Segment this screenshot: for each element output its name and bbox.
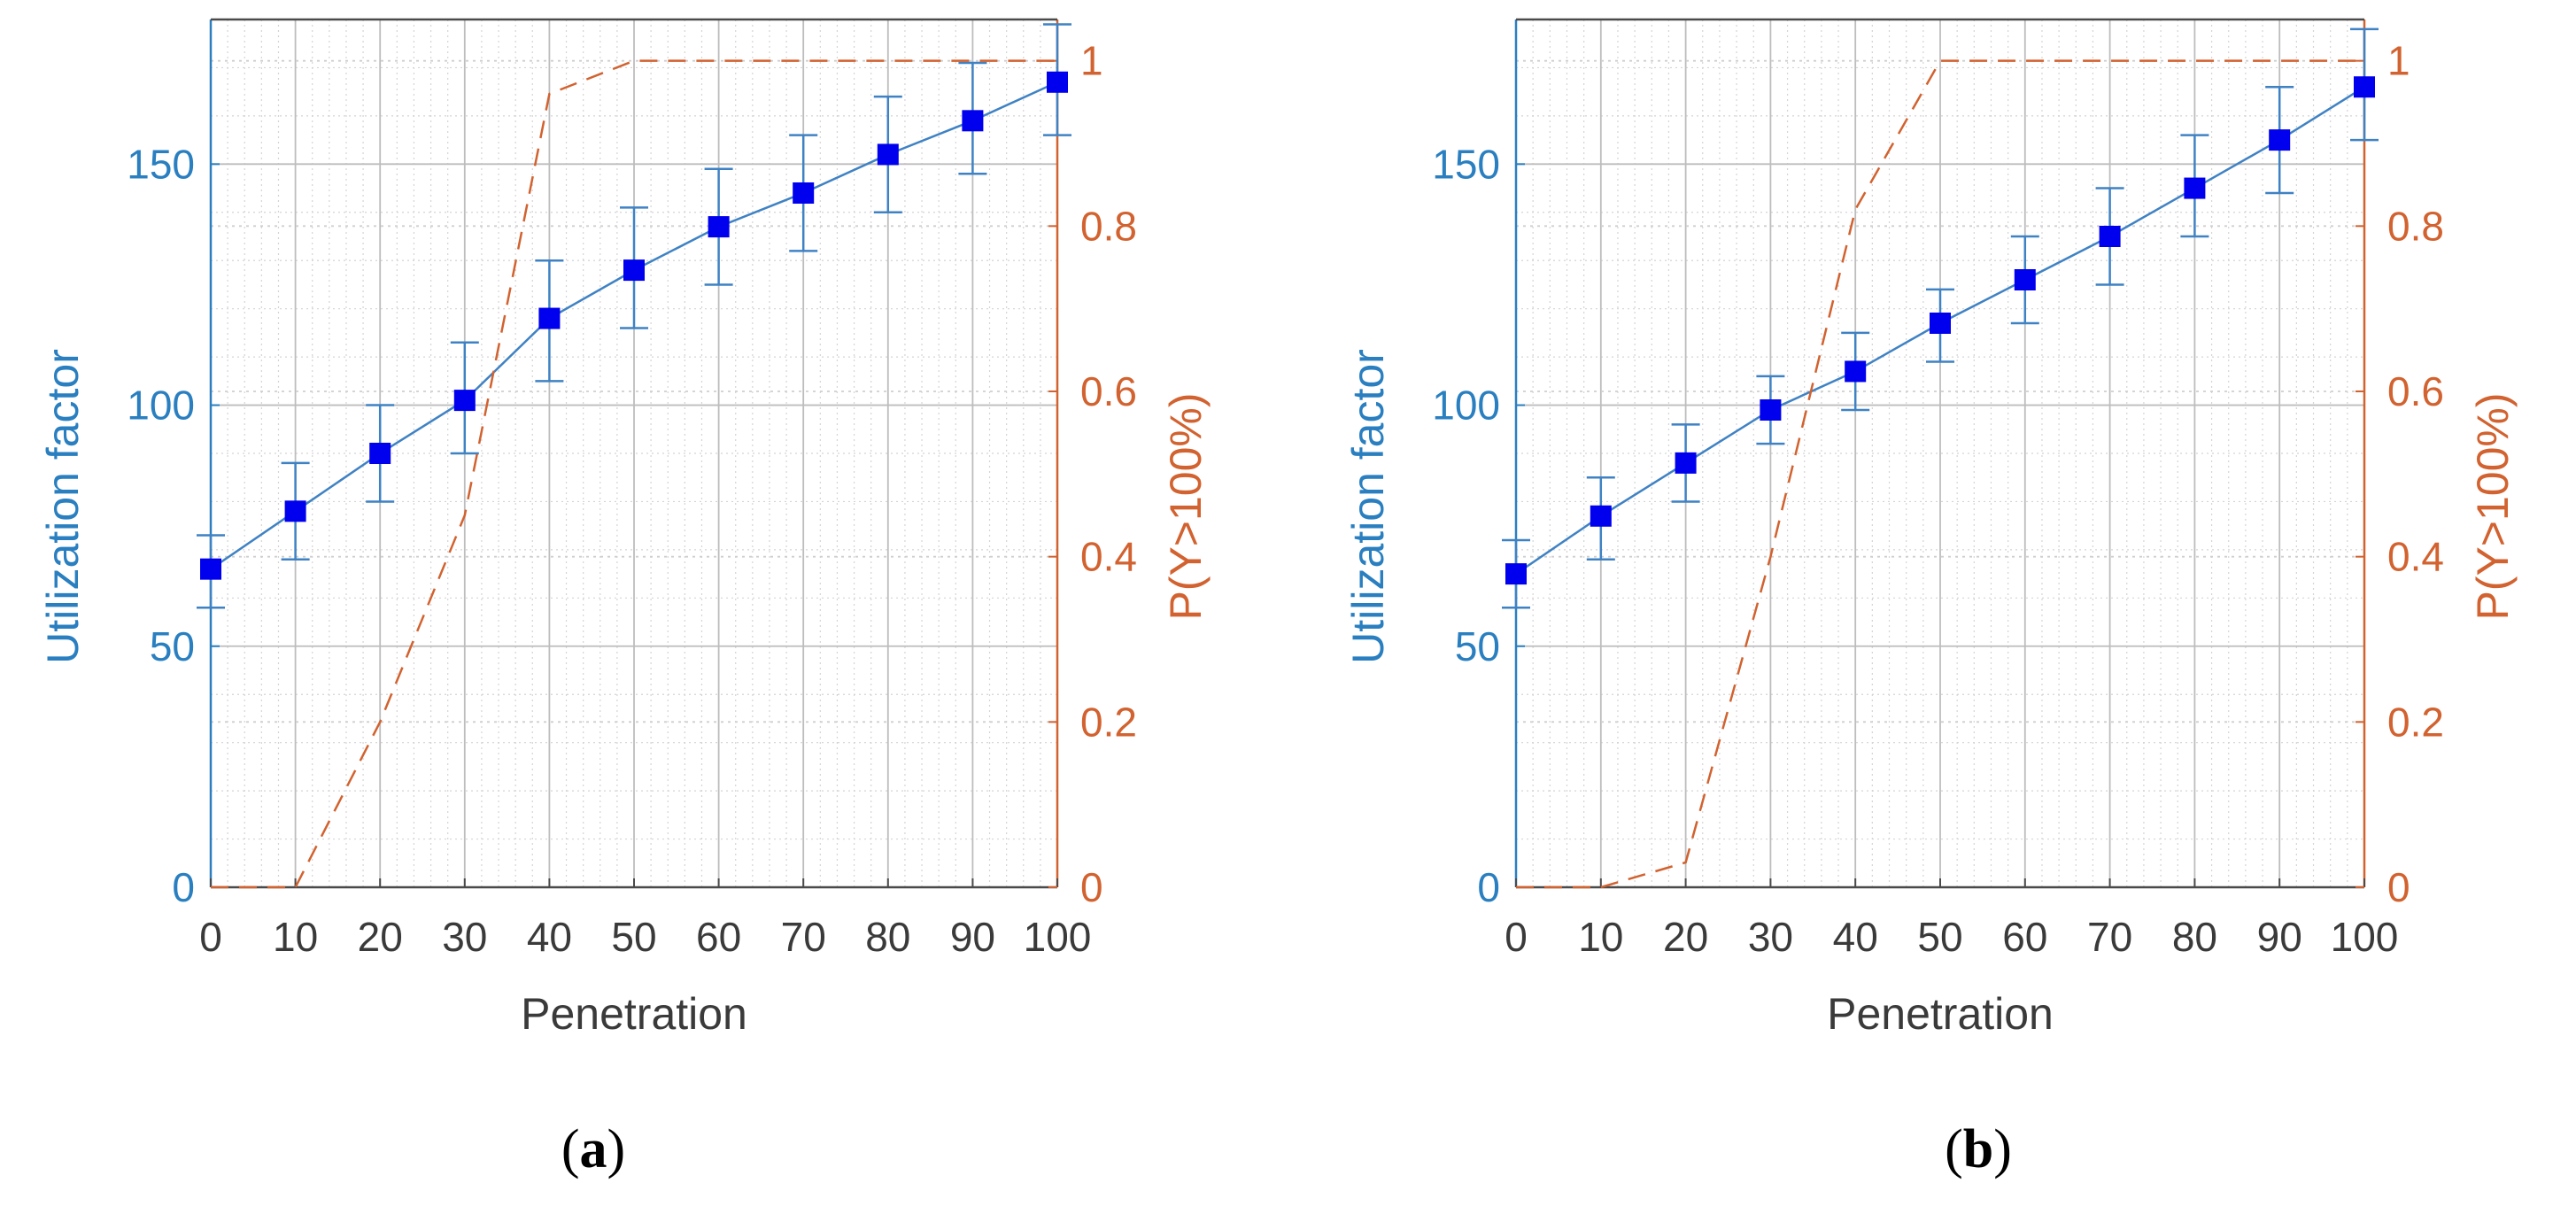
y-right-tick-label: 0 bbox=[1080, 864, 1103, 910]
chart-panel-a: 0 10 20 30 40 50 60 70 80 90 10005010015000.20.40.… bbox=[38, 18, 1211, 1179]
y-right-tick-label: 0.6 bbox=[2387, 368, 2444, 414]
data-point-marker bbox=[1590, 505, 1612, 527]
y-left-tick-label: 0 bbox=[1477, 864, 1500, 910]
series-0 bbox=[1502, 27, 2379, 609]
y-left-tick-label: 100 bbox=[127, 383, 195, 429]
panel-caption: (a) bbox=[561, 1119, 625, 1179]
panel-caption: (b) bbox=[1945, 1119, 2012, 1179]
x-tick-label: 90 bbox=[2257, 914, 2302, 960]
data-point-marker bbox=[1505, 563, 1527, 585]
y-left-tick-label: 50 bbox=[150, 623, 195, 669]
data-point-marker bbox=[793, 182, 815, 204]
caption-close-paren: ) bbox=[607, 1119, 626, 1179]
y-right-axis-label: P(Y>100%) bbox=[1161, 392, 1211, 620]
y-left-tick-label: 150 bbox=[1432, 141, 1500, 187]
x-tick-label: 10 bbox=[1578, 914, 1623, 960]
caption-open-paren: ( bbox=[561, 1119, 580, 1179]
y-right-tick-label: 0.4 bbox=[1080, 534, 1137, 580]
x-tick-label: 80 bbox=[2172, 914, 2217, 960]
y-right-tick-label: 0.2 bbox=[1080, 699, 1137, 745]
data-point-marker bbox=[1760, 399, 1782, 421]
data-point-marker bbox=[2184, 177, 2206, 199]
x-tick-label: 20 bbox=[358, 914, 403, 960]
data-point-marker bbox=[2099, 226, 2121, 247]
x-tick-label: 100 bbox=[2331, 914, 2399, 960]
y-left-axis-label: Utilization factor bbox=[1343, 349, 1393, 664]
data-point-marker bbox=[2269, 129, 2291, 151]
x-tick-label: 0 bbox=[199, 914, 222, 960]
data-point-marker bbox=[1930, 313, 1951, 334]
data-point-marker bbox=[284, 500, 306, 522]
data-point-marker bbox=[623, 259, 645, 282]
x-tick-label: 100 bbox=[1024, 914, 1092, 960]
data-point-marker bbox=[200, 558, 221, 580]
x-axis-label: Penetration bbox=[1827, 989, 2054, 1039]
x-tick-label: 30 bbox=[1748, 914, 1793, 960]
caption-letter: a bbox=[580, 1119, 607, 1179]
caption-letter: b bbox=[1963, 1119, 1993, 1179]
x-tick-label: 60 bbox=[696, 914, 741, 960]
y-left-axis-label: Utilization factor bbox=[38, 349, 88, 664]
data-point-marker bbox=[1845, 360, 1867, 383]
x-tick-label: 50 bbox=[1917, 914, 1962, 960]
y-right-tick-label: 1 bbox=[1080, 38, 1103, 84]
data-point-marker bbox=[708, 216, 730, 238]
data-point-marker bbox=[1047, 71, 1068, 93]
data-point-marker bbox=[2014, 269, 2036, 290]
y-right-tick-label: 0.6 bbox=[1080, 368, 1137, 414]
x-axis-label: Penetration bbox=[521, 989, 747, 1039]
x-tick-label: 10 bbox=[273, 914, 318, 960]
x-tick-label: 20 bbox=[1663, 914, 1708, 960]
y-left-tick-label: 0 bbox=[172, 864, 195, 910]
y-left-tick-label: 50 bbox=[1455, 623, 1500, 669]
y-right-tick-label: 0.4 bbox=[2387, 534, 2444, 580]
y-left-tick-label: 150 bbox=[127, 141, 195, 187]
x-tick-label: 70 bbox=[781, 914, 826, 960]
x-tick-label: 30 bbox=[442, 914, 487, 960]
probability-dashed-line bbox=[1516, 59, 2364, 889]
y-right-tick-label: 0.8 bbox=[1080, 203, 1137, 249]
data-point-marker bbox=[453, 390, 476, 412]
data-point-marker bbox=[962, 110, 984, 132]
y-right-tick-label: 1 bbox=[2387, 38, 2410, 84]
series-1 bbox=[211, 59, 1057, 889]
data-point-marker bbox=[2354, 76, 2375, 98]
data-point-marker bbox=[877, 143, 899, 166]
x-tick-label: 0 bbox=[1505, 914, 1528, 960]
x-tick-label: 60 bbox=[2002, 914, 2047, 960]
x-tick-label: 90 bbox=[950, 914, 995, 960]
data-point-marker bbox=[369, 443, 391, 464]
y-right-tick-label: 0.2 bbox=[2387, 699, 2444, 745]
probability-dashed-line bbox=[211, 59, 1057, 889]
series-1 bbox=[1516, 59, 2364, 889]
data-point-marker bbox=[538, 307, 561, 329]
y-right-axis-label: P(Y>100%) bbox=[2468, 392, 2518, 620]
series-0 bbox=[197, 23, 1071, 609]
x-tick-label: 40 bbox=[527, 914, 572, 960]
x-tick-label: 70 bbox=[2087, 914, 2132, 960]
y-right-tick-label: 0 bbox=[2387, 864, 2410, 910]
x-tick-label: 40 bbox=[1833, 914, 1878, 960]
y-right-tick-label: 0.8 bbox=[2387, 203, 2444, 249]
x-tick-label: 50 bbox=[611, 914, 656, 960]
chart-panel-b: 0 10 20 30 40 50 60 70 80 90 10005010015000.20.40.… bbox=[1343, 18, 2518, 1179]
data-point-marker bbox=[1675, 452, 1697, 474]
x-tick-label: 80 bbox=[865, 914, 910, 960]
caption-close-paren: ) bbox=[1993, 1119, 2012, 1179]
y-left-tick-label: 100 bbox=[1432, 383, 1500, 429]
caption-open-paren: ( bbox=[1945, 1119, 1963, 1179]
